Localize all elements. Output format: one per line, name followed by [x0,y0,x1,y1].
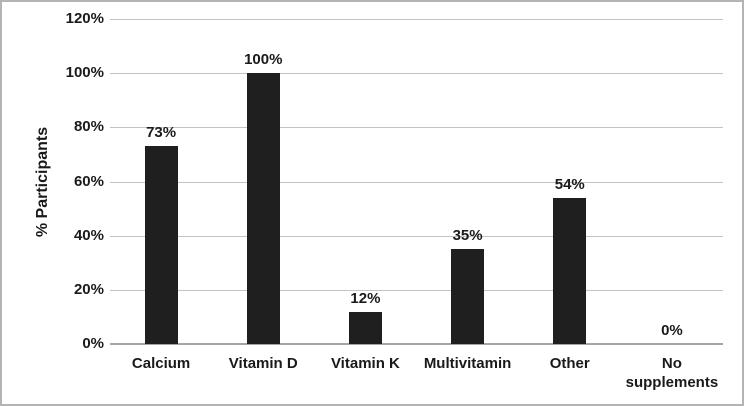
bar-calcium [144,146,178,344]
bar-vitamin-k [348,311,382,344]
category-label-multivitamin: Multivitamin [423,355,512,372]
gridline [110,73,723,75]
data-label-no-supplements: 0% [661,322,683,339]
data-label-other: 54% [554,175,585,193]
y-tick-label: 120% [65,10,104,27]
gridline [110,19,723,20]
category-label-other: Other [549,355,590,372]
y-tick-label: 20% [73,280,104,298]
gridline [110,289,723,291]
y-tick-label: 100% [65,64,104,82]
data-label-calcium: 73% [146,124,177,142]
category-label-vitamin-k: Vitamin K [330,355,400,372]
bar-vitamin-d [246,73,280,344]
y-tick-label: 80% [73,118,104,136]
data-label-multivitamin: 35% [452,227,483,245]
category-label-no-supplements: No supplements [625,355,719,391]
bar-other [553,197,587,344]
y-tick-label: 60% [73,172,104,190]
category-label-calcium: Calcium [131,355,191,372]
gridline [110,181,723,183]
y-tick-label: 40% [73,226,104,244]
x-axis-line [110,343,723,345]
bar-multivitamin [451,249,485,344]
gridline [110,127,723,129]
y-tick-label: 0% [82,335,104,352]
data-label-vitamin-d: 100% [244,51,283,69]
category-label-vitamin-d: Vitamin D [228,355,298,372]
gridline [110,235,723,237]
data-label-vitamin-k: 12% [350,289,381,307]
